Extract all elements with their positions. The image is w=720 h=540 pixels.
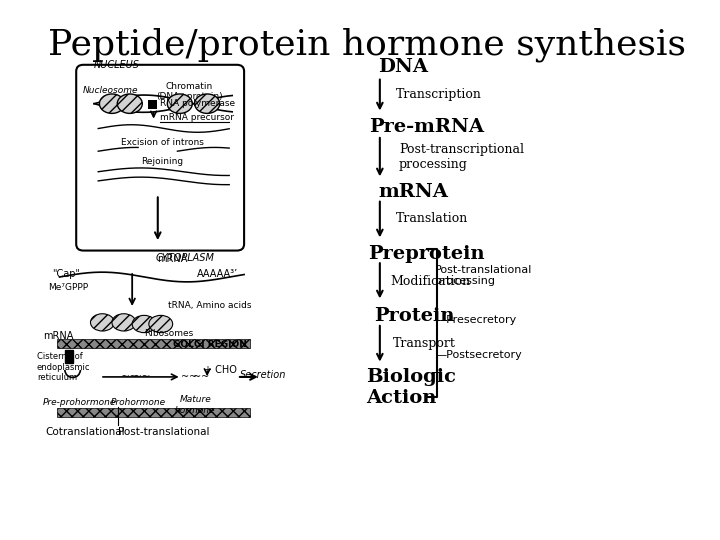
Text: Transport: Transport (393, 338, 456, 350)
Bar (66, 350, 73, 363)
Text: ~~: ~~ (120, 372, 139, 382)
Ellipse shape (117, 94, 143, 113)
Text: Preprotein: Preprotein (368, 245, 485, 263)
Text: NUCLEUS: NUCLEUS (94, 60, 140, 70)
Text: Biologic
Action: Biologic Action (366, 368, 456, 407)
Text: ~~: ~~ (132, 372, 151, 382)
Bar (148, 100, 156, 109)
Text: + CHO: + CHO (204, 365, 236, 375)
Text: —Presecretory: —Presecretory (436, 315, 517, 325)
Text: Pre-prohormone: Pre-prohormone (42, 398, 116, 407)
Text: Protein: Protein (374, 307, 454, 325)
Ellipse shape (194, 94, 220, 113)
Text: ~~: ~~ (181, 372, 197, 382)
Text: ~~: ~~ (193, 372, 210, 382)
Text: —Postsecretory: —Postsecretory (436, 350, 523, 360)
Text: Pre-mRNA: Pre-mRNA (369, 118, 484, 136)
Text: Cotranslational: Cotranslational (45, 427, 125, 437)
Text: Me⁷GPPP: Me⁷GPPP (48, 283, 88, 292)
Text: Peptide/protein hormone synthesis: Peptide/protein hormone synthesis (48, 27, 685, 62)
Text: Cisterna of
endoplasmic
reticulum: Cisterna of endoplasmic reticulum (37, 352, 91, 382)
Text: AAAAA³’: AAAAA³’ (197, 269, 238, 279)
Text: Ribosomes: Ribosomes (144, 329, 194, 338)
Ellipse shape (167, 94, 192, 113)
Ellipse shape (91, 314, 114, 331)
Text: mRNA: mRNA (157, 253, 187, 264)
Bar (57, 408, 250, 417)
Text: GOLGI REGION: GOLGI REGION (174, 340, 247, 349)
Ellipse shape (99, 94, 125, 113)
Text: "Cap": "Cap" (53, 269, 81, 279)
Text: mRNA: mRNA (378, 183, 448, 201)
Text: mRNA: mRNA (43, 331, 73, 341)
Text: DNA: DNA (378, 58, 428, 77)
Ellipse shape (149, 315, 173, 333)
Text: Chromatin
(DNA+protein): Chromatin (DNA+protein) (156, 82, 222, 102)
Text: Transcription: Transcription (396, 88, 482, 101)
Text: Nucleosome: Nucleosome (82, 86, 138, 96)
Text: Post-translational
processing: Post-translational processing (435, 265, 532, 286)
Text: Post-transcriptional
processing: Post-transcriptional processing (399, 143, 524, 171)
Text: Translation: Translation (396, 212, 468, 225)
Text: Excision of introns: Excision of introns (120, 138, 203, 146)
Text: Prohormone: Prohormone (111, 398, 166, 407)
Text: Rejoining: Rejoining (141, 158, 183, 166)
Ellipse shape (132, 315, 156, 333)
Text: Secretion: Secretion (240, 370, 287, 380)
Text: Modification: Modification (390, 275, 470, 288)
Text: tRNA, Amino acids: tRNA, Amino acids (168, 301, 251, 309)
Ellipse shape (112, 314, 136, 331)
Text: CYTOPLASM: CYTOPLASM (155, 253, 214, 263)
FancyBboxPatch shape (76, 65, 244, 251)
Bar (57, 339, 250, 348)
Text: RNA polymerase: RNA polymerase (160, 99, 235, 108)
Text: Mature
hormone: Mature hormone (175, 395, 215, 415)
Text: mRNA precursor: mRNA precursor (160, 113, 233, 122)
Text: Post-translational: Post-translational (118, 427, 210, 437)
